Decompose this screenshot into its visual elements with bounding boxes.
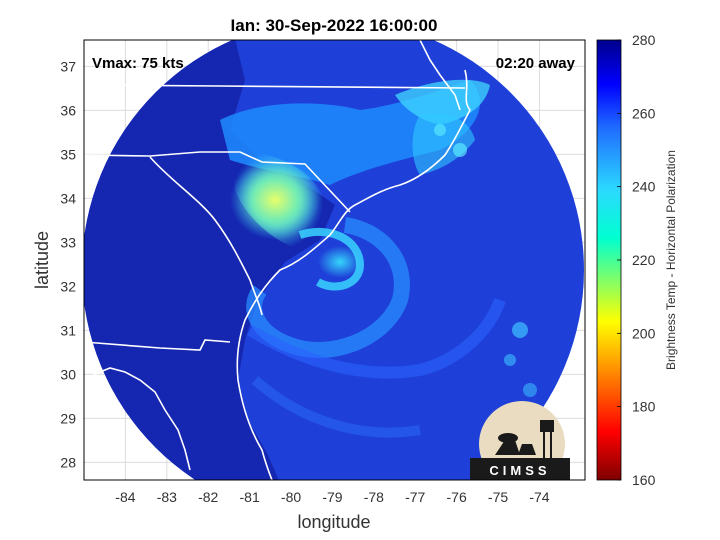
- atlantic-coastline: [236, 69, 471, 480]
- colorbar-tick-label: 160: [632, 472, 656, 488]
- cimss-logo-text: CIMSS: [489, 463, 550, 478]
- y-tick-label: 31: [60, 322, 76, 338]
- colorbar-tick-label: 260: [632, 105, 656, 121]
- boundary-lines: [84, 40, 471, 480]
- y-tick-label: 35: [60, 146, 76, 162]
- x-tick-label: -81: [240, 489, 260, 505]
- x-tick-label: -82: [198, 489, 218, 505]
- y-tick-label: 29: [60, 410, 76, 426]
- colorbar-tick-label: 240: [632, 179, 656, 195]
- map-title: Ian: 30-Sep-2022 16:00:00: [231, 16, 438, 35]
- y-tick-label: 28: [60, 454, 76, 470]
- x-tick-label: -75: [488, 489, 508, 505]
- vmax-annotation: Vmax: 75 kts: [92, 55, 184, 72]
- ga-fl-border: [84, 339, 231, 351]
- y-tick-label: 33: [60, 234, 76, 250]
- colorbar-tick-label: 280: [632, 32, 656, 48]
- x-axis-label: longitude: [297, 512, 370, 532]
- colorbar-tick-label: 180: [632, 399, 656, 415]
- y-tick-label: 32: [60, 278, 76, 294]
- colorbar-ticks: 160 180 200 220 240 260 280: [617, 32, 656, 488]
- y-tick-label: 37: [60, 58, 76, 74]
- x-tick-label: -77: [405, 489, 425, 505]
- x-tick-label: -80: [281, 489, 301, 505]
- colorbar-tick-label: 200: [632, 325, 656, 341]
- colorbar-tick-label: 220: [632, 252, 656, 268]
- plot-frame: [83, 39, 586, 481]
- x-tick-label: -83: [157, 489, 177, 505]
- gulf-coastline: [84, 367, 191, 471]
- plot-area: Vmax: 75 kts 02:20 away CIMSS: [84, 40, 585, 480]
- y-axis-label: latitude: [32, 231, 52, 289]
- colorbar-label: Brightness Temp - Horizontal Polarizatio…: [664, 150, 678, 370]
- y-tick-label: 34: [60, 190, 76, 206]
- time-away-annotation: 02:20 away: [496, 55, 576, 72]
- y-tick-label: 36: [60, 102, 76, 118]
- x-tick-label: -74: [529, 489, 549, 505]
- x-tick-label: -76: [447, 489, 467, 505]
- x-tick-label: -79: [322, 489, 342, 505]
- y-tick-label: 30: [60, 366, 76, 382]
- x-tick-label: -78: [364, 489, 384, 505]
- x-tick-label: -84: [115, 489, 135, 505]
- colorbar: 160 180 200 220 240 260 280 Brightness Temp - …: [596, 32, 678, 488]
- sc-ga-border: [149, 156, 263, 316]
- va-nc-border: [84, 84, 466, 89]
- cimss-logo: CIMSS: [470, 401, 570, 480]
- nc-sc-border: [84, 151, 351, 213]
- chesapeake-coast: [419, 40, 461, 111]
- y-tick-labels: 28 29 30 31 32 33 34 35 36 37: [60, 58, 76, 470]
- x-tick-labels: -84 -83 -82 -81 -80 -79 -78 -77 -76 -75 -74: [115, 489, 549, 505]
